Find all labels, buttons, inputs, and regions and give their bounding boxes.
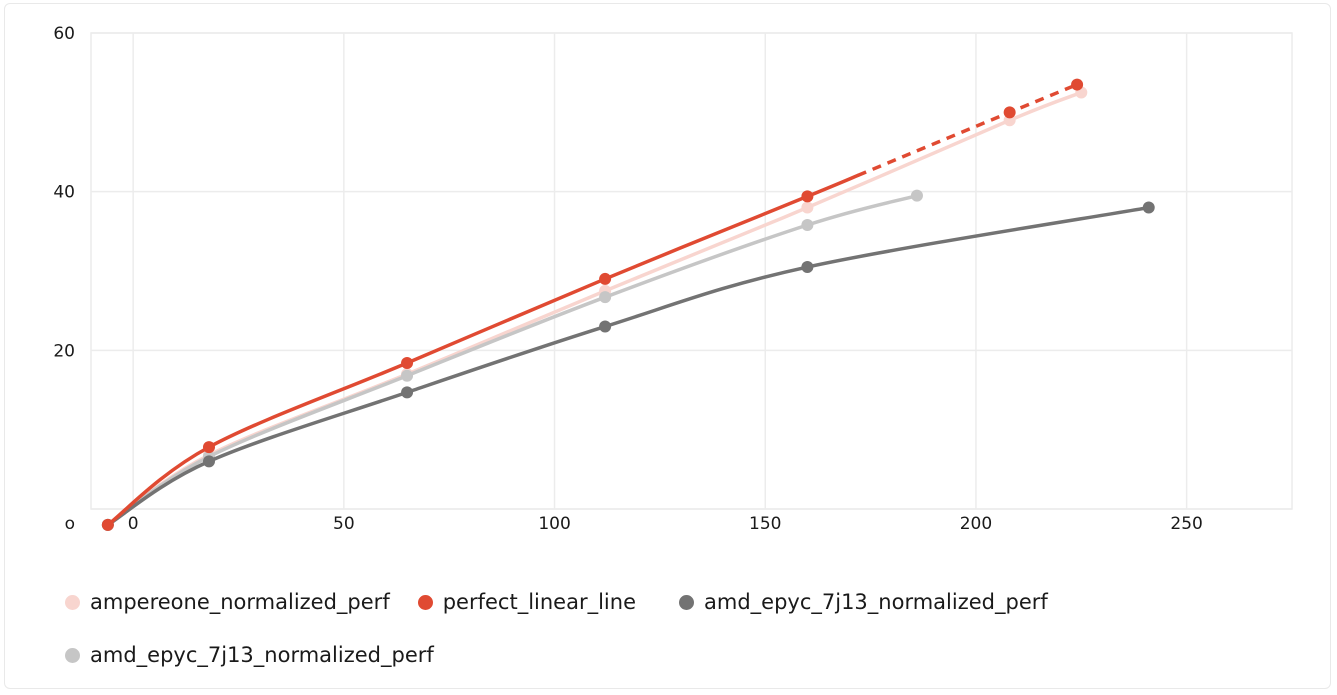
line-chart: 0 50 100 150 200 250 o 20 40 60 bbox=[53, 24, 1293, 534]
legend-row: ampereone_normalized_perf perfect_linear_… bbox=[65, 582, 1265, 622]
legend-marker-icon bbox=[65, 594, 80, 610]
y-tick-label: 40 bbox=[53, 183, 75, 203]
series-line-solid bbox=[106, 173, 860, 527]
data-point[interactable] bbox=[801, 218, 814, 231]
data-point[interactable] bbox=[401, 369, 414, 382]
series-line bbox=[106, 205, 1151, 527]
legend-label: amd_epyc_7j13_normalized_perf bbox=[90, 643, 434, 667]
grid bbox=[90, 32, 1293, 510]
legend: ampereone_normalized_perf perfect_linear_… bbox=[65, 582, 1265, 688]
legend-label: ampereone_normalized_perf bbox=[90, 590, 390, 614]
legend-marker-icon bbox=[65, 647, 80, 663]
series-line bbox=[106, 90, 1084, 527]
y-tick-label: 60 bbox=[53, 24, 75, 44]
data-point[interactable] bbox=[1071, 78, 1084, 91]
legend-label: perfect_linear_line bbox=[442, 590, 636, 614]
legend-marker-icon bbox=[679, 594, 694, 610]
data-point[interactable] bbox=[599, 291, 612, 304]
legend-item[interactable]: amd_epyc_7j13_normalized_perf bbox=[65, 643, 434, 667]
legend-row: amd_epyc_7j13_normalized_perf bbox=[65, 635, 1265, 675]
series-ampereone-normalized-perf bbox=[101, 86, 1088, 531]
data-point[interactable] bbox=[1142, 201, 1155, 214]
legend-marker-icon bbox=[417, 594, 433, 610]
data-point[interactable] bbox=[599, 320, 612, 333]
series-amd-epyc-7j13-normalized-perf bbox=[101, 189, 923, 531]
data-point[interactable] bbox=[801, 190, 814, 203]
x-tick-label: 250 bbox=[1170, 514, 1202, 534]
data-point[interactable] bbox=[202, 455, 215, 468]
data-point[interactable] bbox=[801, 261, 814, 274]
data-point[interactable] bbox=[910, 189, 923, 202]
series-perfect-linear-line bbox=[101, 78, 1084, 531]
y-tick-label: o bbox=[65, 514, 75, 534]
series-amd-epyc-7j13-normalized-perf bbox=[101, 201, 1155, 531]
x-tick-label: 50 bbox=[333, 514, 355, 534]
legend-label: amd_epyc_7j13_normalized_perf bbox=[704, 590, 1048, 614]
data-point[interactable] bbox=[101, 518, 114, 531]
data-point[interactable] bbox=[801, 201, 814, 214]
data-point[interactable] bbox=[401, 357, 414, 370]
legend-item[interactable]: ampereone_normalized_perf bbox=[65, 590, 390, 614]
x-tick-label: 100 bbox=[538, 514, 570, 534]
x-tick-label: 0 bbox=[128, 514, 139, 534]
data-point[interactable] bbox=[1003, 106, 1016, 119]
data-point[interactable] bbox=[202, 441, 215, 454]
axis-ticks: 0 50 100 150 200 250 o 20 40 60 bbox=[53, 24, 1203, 534]
series-lines bbox=[101, 78, 1155, 531]
data-point[interactable] bbox=[401, 386, 414, 399]
x-tick-label: 150 bbox=[749, 514, 781, 534]
x-tick-label: 200 bbox=[960, 514, 992, 534]
series-line bbox=[106, 193, 919, 527]
legend-item[interactable]: amd_epyc_7j13_normalized_perf bbox=[679, 590, 1048, 614]
data-point[interactable] bbox=[599, 272, 612, 285]
chart-card: 0 50 100 150 200 250 o 20 40 60 ampereone_normali… bbox=[4, 3, 1331, 689]
legend-item[interactable]: perfect_linear_line bbox=[417, 590, 636, 614]
series-line-dashed bbox=[857, 82, 1078, 178]
y-tick-label: 20 bbox=[53, 341, 75, 361]
